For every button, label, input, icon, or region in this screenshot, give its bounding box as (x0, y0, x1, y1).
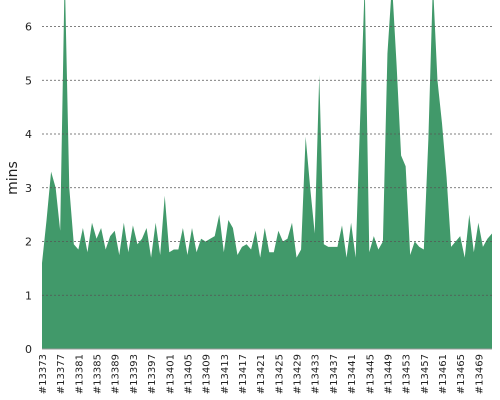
x-tick-label: #13429 (293, 354, 304, 394)
x-tick-label: #13465 (456, 354, 467, 394)
x-tick-label: #13441 (347, 354, 358, 394)
y-tick-label: 6 (25, 21, 32, 34)
x-tick-label: #13457 (420, 354, 431, 394)
x-tick-label: #13409 (202, 354, 213, 394)
x-tick-label: #13397 (147, 354, 158, 394)
x-tick-label: #13401 (165, 354, 176, 394)
x-tick-label: #13413 (220, 354, 231, 394)
y-tick-label: 3 (25, 182, 32, 195)
y-tick-label: 5 (25, 74, 32, 87)
y-tick-label: 1 (25, 289, 32, 302)
x-tick-label: #13389 (111, 354, 122, 394)
x-tick-label: #13461 (438, 354, 449, 394)
x-tick-label: #13445 (365, 354, 376, 394)
x-tick-label: #13425 (274, 354, 285, 394)
x-tick-label: #13393 (129, 354, 140, 394)
area (42, 0, 492, 349)
x-tick-label: #13453 (402, 354, 413, 394)
x-tick-label: #13417 (238, 354, 249, 394)
x-tick-label: #13385 (93, 354, 104, 394)
x-tick-label: #13449 (383, 354, 394, 394)
x-tick-label: #13421 (256, 354, 267, 394)
y-tick-label: 4 (25, 128, 32, 141)
y-axis-label: mins (5, 161, 21, 195)
x-tick-label: #13381 (74, 354, 85, 394)
x-tick-label: #13373 (38, 354, 49, 394)
y-tick-label: 0 (25, 343, 32, 356)
x-tick-label: #13405 (183, 354, 194, 394)
y-tick-label: 2 (25, 236, 32, 249)
x-tick-label: #13469 (474, 354, 485, 394)
x-tick-label: #13377 (56, 354, 67, 394)
x-tick-label: #13433 (311, 354, 322, 394)
x-tick-label: #13437 (329, 354, 340, 394)
